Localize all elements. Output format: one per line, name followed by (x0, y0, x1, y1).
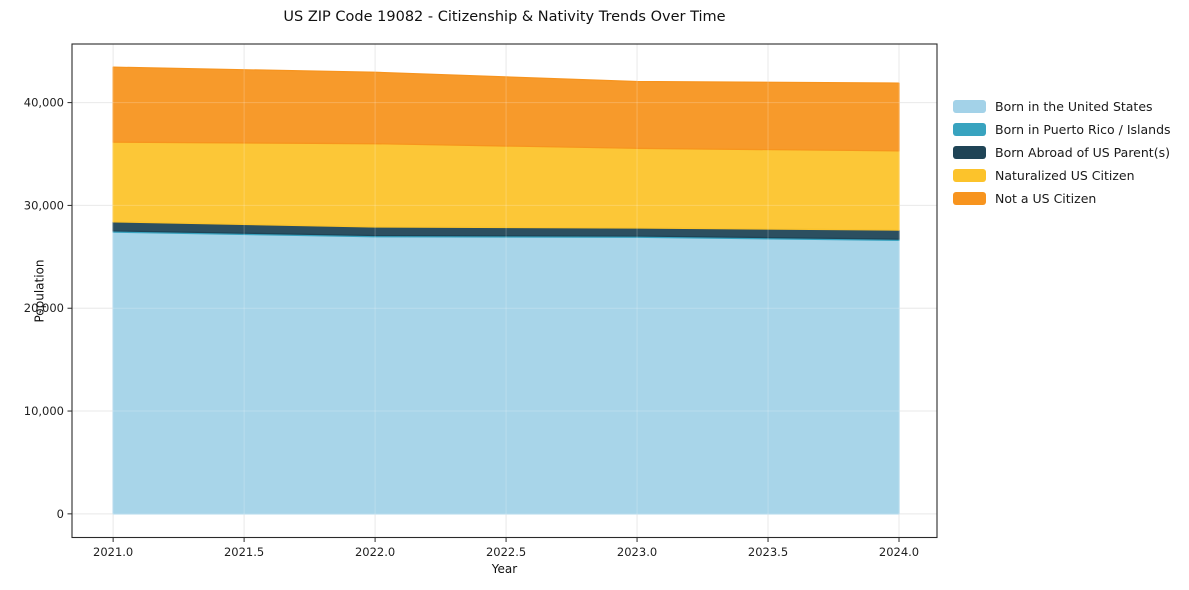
y-tick-label: 0 (57, 507, 64, 521)
legend-item: Not a US Citizen (953, 190, 1171, 206)
legend-item: Born in Puerto Rico / Islands (953, 121, 1171, 137)
legend-label: Naturalized US Citizen (995, 167, 1135, 183)
legend-label: Born in Puerto Rico / Islands (995, 121, 1171, 137)
chart-title: US ZIP Code 19082 - Citizenship & Nativi… (283, 9, 726, 25)
y-tick-label: 10,000 (24, 404, 64, 418)
y-tick-label: 30,000 (24, 198, 64, 212)
x-tick-label: 2022.0 (355, 545, 395, 559)
legend-label: Born Abroad of US Parent(s) (995, 144, 1170, 160)
legend-label: Born in the United States (995, 98, 1153, 114)
x-tick-label: 2023.5 (748, 545, 788, 559)
legend: Born in the United States Born in Puerto … (953, 98, 1171, 206)
y-axis-label: Population (32, 259, 47, 323)
legend-item: Naturalized US Citizen (953, 167, 1171, 183)
x-tick-label: 2023.0 (617, 545, 657, 559)
x-tick-label: 2022.5 (486, 545, 526, 559)
x-tick-label: 2021.5 (224, 545, 264, 559)
legend-label: Not a US Citizen (995, 190, 1097, 206)
y-tick-label: 40,000 (24, 96, 64, 110)
legend-item: Born in the United States (953, 98, 1171, 114)
x-axis-label: Year (491, 562, 518, 576)
x-tick-label: 2024.0 (879, 545, 919, 559)
legend-swatch (953, 145, 986, 159)
legend-swatch (953, 191, 986, 205)
area-not-a-us-citizen (112, 66, 900, 152)
legend-swatch (953, 99, 986, 113)
legend-swatch (953, 122, 986, 136)
legend-item: Born Abroad of US Parent(s) (953, 144, 1171, 160)
x-tick-label: 2021.0 (93, 545, 133, 559)
legend-swatch (953, 168, 986, 182)
y-tick-label: 20,000 (24, 301, 64, 315)
plot-spines (71, 43, 938, 539)
